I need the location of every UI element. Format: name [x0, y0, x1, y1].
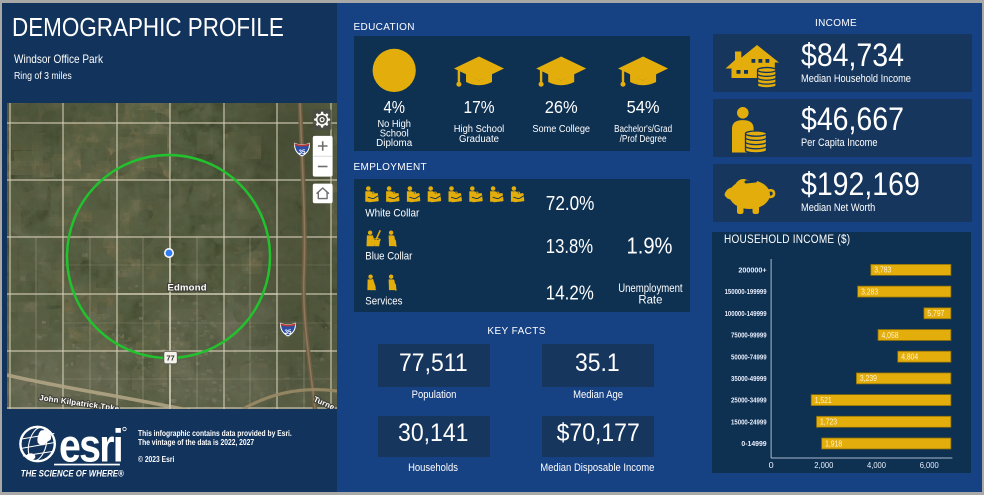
svg-text:15000-24999: 15000-24999	[731, 418, 767, 427]
svg-text:4%: 4%	[383, 97, 405, 117]
svg-text:4,058: 4,058	[881, 331, 898, 340]
svg-text:13.8%: 13.8%	[545, 235, 592, 258]
svg-text:17%: 17%	[463, 97, 494, 117]
svg-text:White Collar: White Collar	[365, 207, 419, 219]
svg-text:Diploma: Diploma	[376, 138, 413, 149]
svg-text:25000-34999: 25000-34999	[731, 396, 767, 405]
svg-text:50000-74999: 50000-74999	[731, 353, 767, 362]
svg-text:esri: esri	[59, 420, 122, 472]
svg-text:School: School	[379, 129, 408, 140]
svg-text:Blue Collar: Blue Collar	[365, 251, 412, 263]
svg-text:5,797: 5,797	[927, 309, 944, 318]
svg-text:72.0%: 72.0%	[545, 192, 594, 215]
svg-text:/Prof Degree: /Prof Degree	[619, 134, 666, 145]
svg-text:35: 35	[285, 329, 292, 336]
svg-text:150000-199999: 150000-199999	[724, 287, 766, 296]
svg-text:4,000: 4,000	[867, 461, 887, 470]
svg-text:26%: 26%	[544, 97, 577, 117]
svg-text:No High: No High	[377, 119, 411, 130]
svg-text:4,804: 4,804	[901, 353, 919, 362]
svg-text:3,283: 3,283	[861, 288, 878, 297]
svg-text:75000-99999: 75000-99999	[731, 331, 767, 340]
svg-text:High School: High School	[453, 124, 504, 135]
svg-text:3,783: 3,783	[874, 266, 891, 275]
svg-text:14.2%: 14.2%	[545, 282, 593, 305]
svg-text:0-14999: 0-14999	[741, 439, 766, 448]
svg-text:54%: 54%	[626, 97, 659, 117]
svg-text:Services: Services	[365, 296, 403, 308]
svg-text:1,521: 1,521	[814, 396, 831, 405]
svg-text:3,239: 3,239	[859, 374, 876, 383]
svg-text:6,000: 6,000	[919, 461, 939, 470]
svg-text:100000-149999: 100000-149999	[724, 309, 766, 318]
svg-text:1,723: 1,723	[820, 418, 837, 427]
svg-text:Graduate: Graduate	[459, 134, 500, 145]
svg-text:Unemployment: Unemployment	[618, 283, 683, 295]
svg-text:Edmond: Edmond	[168, 283, 207, 294]
svg-text:Bachelor's/Grad: Bachelor's/Grad	[614, 124, 672, 135]
svg-text:77: 77	[166, 354, 174, 363]
svg-text:1.9%: 1.9%	[626, 233, 672, 259]
svg-text:Some College: Some College	[532, 124, 590, 135]
svg-text:35000-49999: 35000-49999	[731, 374, 767, 383]
svg-text:THE SCIENCE OF WHERE®: THE SCIENCE OF WHERE®	[21, 469, 125, 477]
svg-text:Rate: Rate	[638, 295, 662, 307]
svg-text:0: 0	[768, 461, 774, 470]
svg-text:1,918: 1,918	[825, 440, 842, 449]
svg-text:200000+: 200000+	[738, 266, 767, 275]
svg-text:35: 35	[299, 149, 306, 156]
svg-text:2,000: 2,000	[814, 461, 834, 470]
